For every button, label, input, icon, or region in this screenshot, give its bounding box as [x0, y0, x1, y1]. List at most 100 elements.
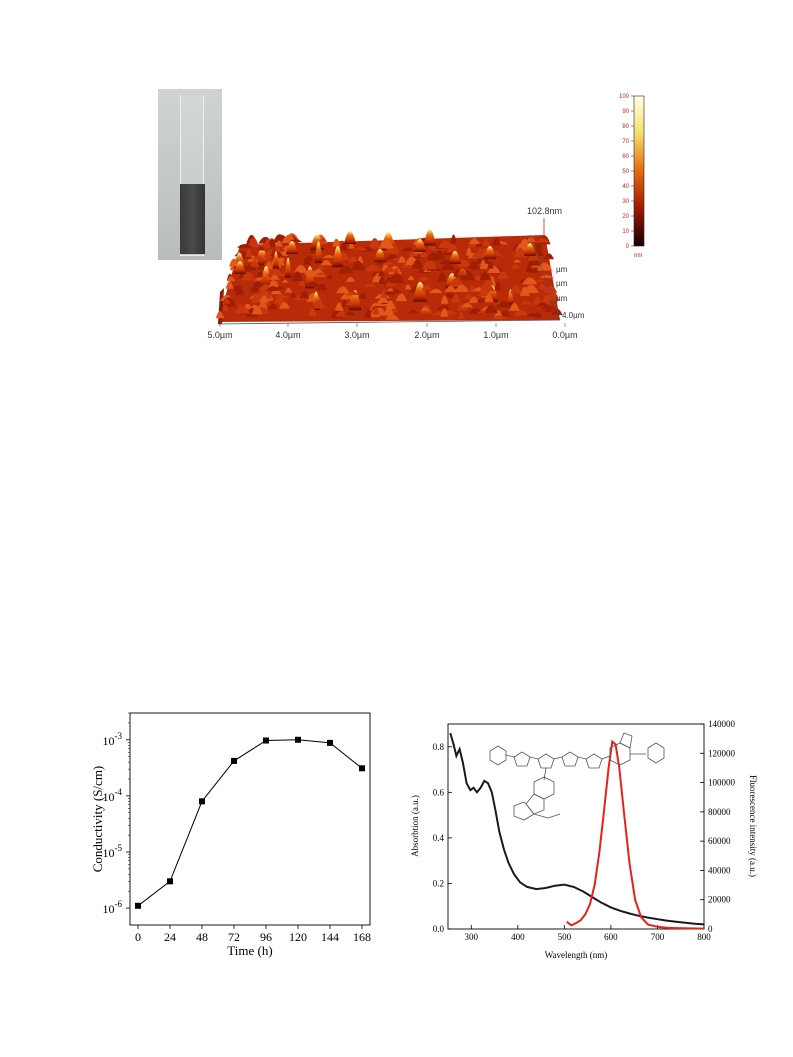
afm-peak: [475, 243, 484, 247]
afm-peak: [346, 291, 360, 296]
afm-peak: [251, 293, 262, 303]
spectra-x-tick-label: 400: [511, 932, 525, 942]
afm-peak: [392, 257, 400, 261]
afm-peak: [267, 268, 283, 277]
afm-peak: [386, 288, 394, 292]
afm-peak: [513, 247, 527, 258]
afm-peak: [382, 266, 395, 273]
afm-peak: [258, 246, 266, 251]
afm-peak: [492, 315, 508, 319]
afm-peak: [268, 303, 278, 310]
vial-photo: [158, 89, 222, 260]
afm-x-tick-label: 5.0µm: [207, 330, 232, 340]
afm-y-tick: µm: [556, 279, 568, 288]
afm-peak: [440, 263, 456, 271]
conductivity-data-point: [199, 798, 205, 805]
afm-peak: [314, 241, 323, 264]
afm-peak: [511, 264, 520, 269]
afm-peak: [420, 306, 430, 312]
afm-peak: [471, 252, 487, 258]
afm-peak: [250, 259, 260, 267]
afm-peak: [535, 278, 546, 283]
afm-peak: [510, 285, 522, 294]
afm-peak: [388, 273, 405, 283]
afm-peak: [256, 271, 264, 277]
spectra-y-ticks-left: 0.0 0.2 0.4 0.6 0.8: [433, 742, 452, 934]
afm-peak: [241, 264, 257, 271]
afm-peak: [358, 292, 367, 299]
afm-y-tick: 4.0µm: [562, 311, 585, 320]
conductivity-data-point: [327, 739, 333, 746]
spectra-y-tick-label: 0.6: [433, 787, 445, 797]
conductivity-series-points: [135, 736, 365, 909]
afm-peak: [532, 296, 542, 306]
afm-peak: [492, 237, 501, 246]
afm-peak: [307, 308, 317, 317]
afm-peak: [374, 249, 386, 262]
conductivity-data-point: [167, 878, 173, 885]
afm-peak: [312, 299, 326, 309]
afm-peak: [264, 238, 271, 248]
conductivity-x-tick-label: 144: [321, 930, 339, 944]
spectra-y-ticks-right: 0 20000 40000 60000 80000 100000 120000 140000: [700, 719, 736, 934]
afm-peak: [451, 293, 461, 303]
spectra-x-ticks: 300 400 500 600 700 800: [465, 925, 711, 942]
afm-peak: [255, 247, 269, 266]
afm-peak: [465, 293, 472, 299]
afm-peak: [434, 249, 445, 260]
afm-peak: [537, 284, 547, 290]
afm-peak: [397, 256, 407, 263]
conductivity-x-tick-label: 96: [260, 930, 272, 944]
conductivity-y-tick-label: 10-5: [103, 843, 123, 860]
afm-peak: [440, 308, 449, 317]
afm-peak: [248, 237, 259, 248]
colorbar-tick-label: 100: [619, 94, 630, 100]
afm-peak: [484, 246, 496, 259]
afm-peak: [348, 242, 355, 249]
afm-peak: [322, 254, 336, 258]
afm-peak: [520, 238, 529, 246]
afm-peak: [382, 261, 396, 265]
afm-peak: [468, 261, 479, 269]
conductivity-plot-frame: [129, 712, 371, 926]
spectra-y-right-tick-label: 120000: [708, 748, 736, 758]
colorbar-gradient: [633, 95, 645, 247]
afm-peak: [215, 310, 225, 319]
conductivity-x-tick-label: 120: [289, 930, 307, 944]
afm-peak: [251, 307, 263, 315]
afm-peak: [391, 245, 400, 254]
afm-peak: [454, 284, 469, 292]
afm-peak: [440, 295, 449, 304]
afm-peak: [268, 280, 279, 288]
spectra-x-tick-label: 800: [697, 932, 711, 942]
afm-peak: [257, 289, 272, 299]
afm-peak: [260, 265, 272, 288]
afm-peak: [275, 240, 283, 247]
conductivity-x-ticks: 0 24 48 72 96 120 144 168: [135, 925, 371, 944]
afm-peak: [363, 283, 377, 288]
spectra-y-tick-label: 0.0: [433, 924, 445, 934]
afm-peak: [259, 295, 269, 303]
afm-peak: [479, 259, 487, 269]
afm-peak: [479, 270, 491, 281]
absorption-series-line: [449, 732, 705, 926]
afm-peak: [437, 272, 447, 282]
afm-peak: [484, 293, 494, 303]
afm-peak: [372, 306, 380, 315]
afm-peak: [407, 275, 415, 280]
afm-peak: [380, 289, 387, 298]
afm-peak: [522, 277, 538, 285]
spectra-y-right-tick-label: 60000: [708, 836, 731, 846]
afm-peak: [237, 244, 253, 248]
afm-peak: [418, 276, 429, 281]
colorbar-tick-label: 70: [622, 139, 629, 145]
afm-peak: [317, 264, 325, 270]
afm-peak: [265, 286, 281, 291]
afm-peak: [229, 258, 239, 267]
chemical-structure-inset: [489, 732, 665, 821]
afm-peak: [286, 241, 298, 254]
afm-peak: [479, 282, 495, 292]
afm-peak: [526, 236, 536, 243]
conductivity-data-point: [231, 757, 237, 764]
vial-film: [180, 184, 205, 254]
